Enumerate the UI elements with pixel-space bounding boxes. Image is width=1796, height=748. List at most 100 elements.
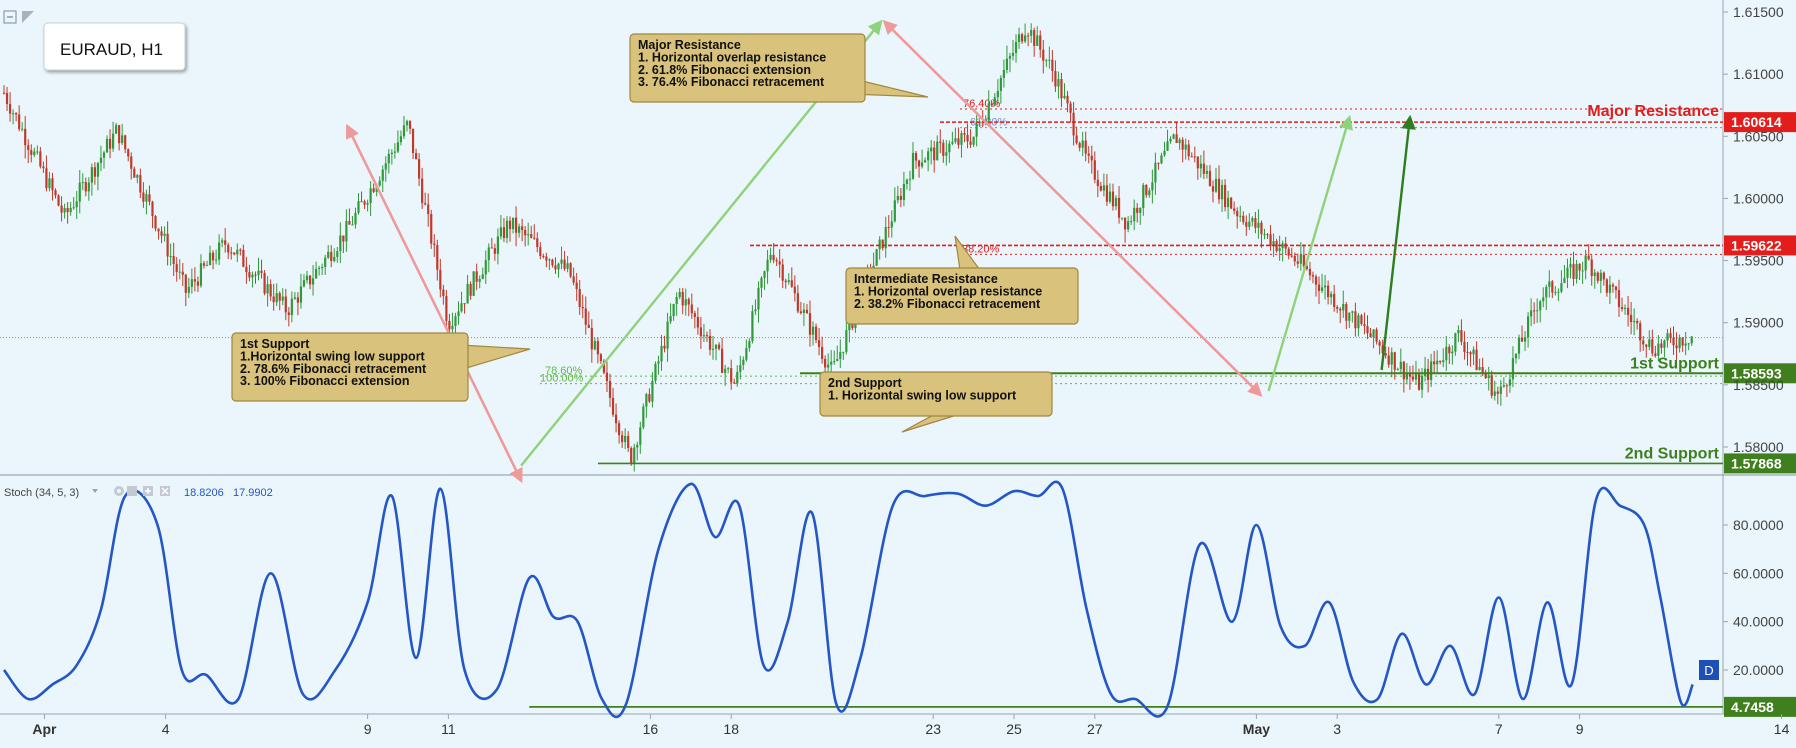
candle-body: [421, 179, 423, 203]
candle-body: [1597, 273, 1599, 281]
candle-body: [254, 275, 256, 276]
candle-body: [1060, 79, 1062, 98]
candle-body: [803, 310, 805, 313]
close-icon[interactable]: [160, 486, 170, 496]
candle-body: [248, 272, 250, 277]
d-badge-label: D: [1704, 663, 1713, 678]
candle-body: [360, 201, 362, 202]
candle-body: [439, 270, 441, 290]
candle-body: [670, 316, 672, 321]
candle-body: [1288, 249, 1290, 256]
candle-body: [582, 307, 584, 308]
price-tag-label: 1.59622: [1731, 237, 1782, 253]
candle-body: [1318, 285, 1320, 291]
candle-body: [888, 227, 890, 228]
source-icon[interactable]: [127, 486, 137, 496]
indicator-label[interactable]: Stoch (34, 5, 3): [4, 487, 79, 499]
candle-body: [1185, 145, 1187, 150]
candle-body: [1472, 350, 1474, 355]
candle-body: [239, 250, 241, 251]
candle-body: [776, 260, 778, 261]
candle-body: [912, 153, 914, 179]
candle-body: [945, 152, 947, 156]
candle-body: [694, 313, 696, 317]
candle-body: [1506, 385, 1508, 386]
candle-body: [427, 204, 429, 214]
candle-body: [85, 182, 87, 191]
candle-body: [1672, 338, 1674, 346]
candle-body: [1642, 340, 1644, 344]
candle-body: [124, 135, 126, 149]
candle-body: [739, 365, 741, 372]
candle-body: [106, 139, 108, 153]
candle-body: [445, 296, 447, 321]
candle-body: [1079, 143, 1081, 147]
candle-body: [1076, 135, 1078, 143]
candle-body: [1385, 353, 1387, 355]
candle-body: [1197, 157, 1199, 169]
candle-body: [1130, 221, 1132, 222]
candle-body: [1512, 358, 1514, 379]
candle-body: [348, 221, 350, 225]
candle-body: [470, 284, 472, 296]
candle-body: [91, 167, 93, 182]
add-icon[interactable]: [143, 486, 153, 496]
candle-body: [1103, 185, 1105, 190]
candle-body: [112, 134, 114, 149]
candle-body: [1433, 361, 1435, 364]
candle-body: [1563, 278, 1565, 283]
candle-body: [476, 271, 478, 281]
candle-body: [1094, 160, 1096, 179]
candle-body: [730, 368, 732, 382]
candle-body: [1336, 307, 1338, 309]
candle-body: [748, 341, 750, 348]
candle-body: [960, 133, 962, 145]
candle-body: [512, 218, 514, 229]
candle-body: [1109, 192, 1111, 202]
candle-body: [1372, 329, 1374, 337]
candle-body: [321, 267, 323, 268]
price-tag-label: 1.57868: [1731, 455, 1782, 471]
candle-body: [1527, 316, 1529, 337]
candle-body: [1579, 264, 1581, 271]
candle-body: [1394, 352, 1396, 369]
candle-body: [900, 196, 902, 200]
candle-body: [976, 123, 978, 136]
candle-body: [760, 278, 762, 288]
candle-body: [821, 347, 823, 359]
candle-body: [1024, 35, 1026, 41]
time-tick-label: 14: [1774, 721, 1790, 737]
candle-body: [330, 252, 332, 261]
candle-body: [757, 288, 759, 310]
candle-body: [297, 297, 299, 302]
candle-body: [188, 287, 190, 293]
candle-body: [839, 352, 841, 359]
candle-body: [594, 341, 596, 349]
candle-body: [60, 206, 62, 213]
settings-icon[interactable]: [114, 486, 124, 496]
candle-body: [336, 251, 338, 257]
candle-body: [1369, 333, 1371, 337]
candle-body: [1303, 255, 1305, 266]
candle-body: [1051, 60, 1053, 71]
candle-body: [1639, 323, 1641, 340]
candle-body: [927, 151, 929, 160]
candle-body: [1363, 324, 1365, 326]
candle-body: [1260, 223, 1262, 235]
candle-body: [639, 427, 641, 445]
candle-body: [1566, 268, 1568, 278]
candle-body: [263, 273, 265, 294]
stoch-level-label: 4.7458: [1731, 699, 1774, 715]
candle-body: [70, 208, 72, 212]
candle-body: [1688, 343, 1690, 344]
candle-body: [367, 203, 369, 205]
candle-body: [1254, 218, 1256, 228]
candle-body: [654, 364, 656, 381]
candle-body: [1082, 141, 1084, 148]
candle-body: [1294, 256, 1296, 261]
candle-body: [557, 264, 559, 270]
candle-body: [936, 142, 938, 161]
candle-body: [370, 188, 372, 203]
